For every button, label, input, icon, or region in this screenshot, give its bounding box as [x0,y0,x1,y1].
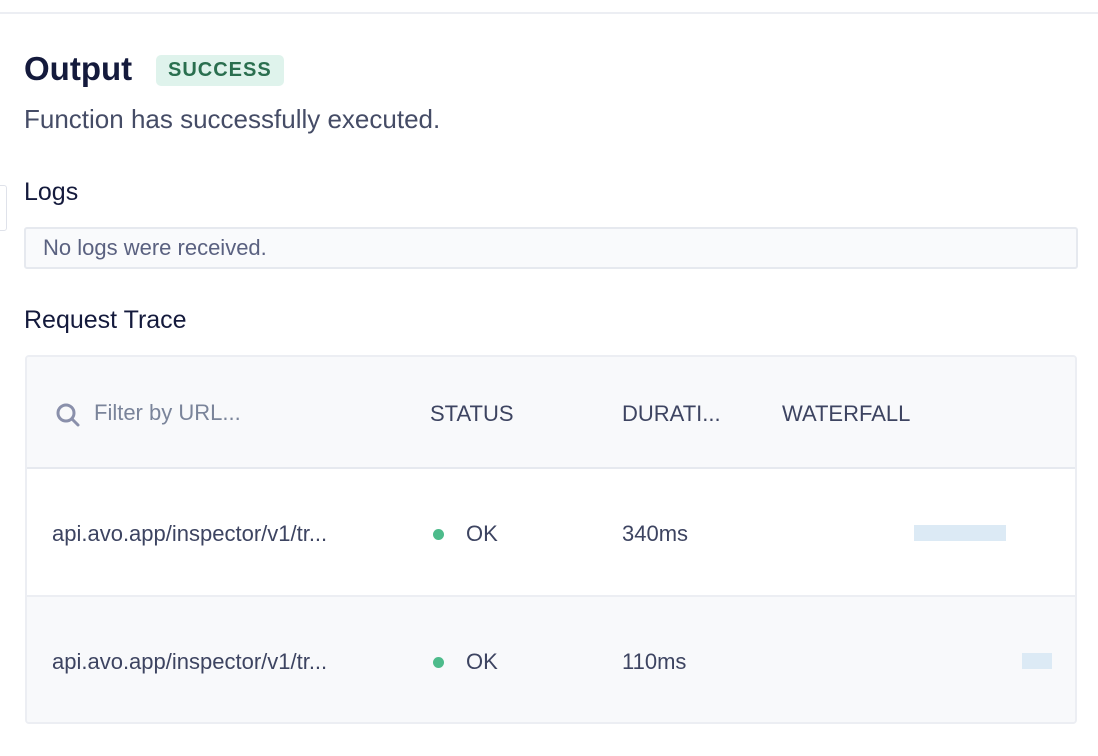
side-panel-edge [0,185,7,231]
output-title: Output [24,50,133,87]
logs-box: No logs were received. [24,227,1078,269]
request-url: api.avo.app/inspector/v1/tr... [52,521,328,546]
table-row[interactable]: api.avo.app/inspector/v1/tr... OK 110ms [27,597,1075,722]
table-row[interactable]: api.avo.app/inspector/v1/tr... OK 340ms [27,469,1075,597]
logs-title: Logs [24,178,79,206]
filter-url-input[interactable] [94,400,394,426]
waterfall-bar [1022,653,1052,669]
request-duration: 340ms [622,521,689,546]
request-trace-table: STATUS DURATI... WATERFALL api.avo.app/i… [25,355,1077,724]
column-duration[interactable]: DURATI... [622,401,721,426]
request-url: api.avo.app/inspector/v1/tr... [52,649,328,674]
output-message: Function has successfully executed. [24,104,441,134]
table-header: STATUS DURATI... WATERFALL [27,357,1075,469]
waterfall-bar [914,525,1006,541]
column-waterfall[interactable]: WATERFALL [782,401,911,426]
top-divider [0,12,1098,14]
status-badge: SUCCESS [156,55,284,86]
status-ok-dot-icon [433,657,444,668]
search-icon [56,403,80,427]
request-status: OK [466,521,498,546]
request-trace-title: Request Trace [24,306,187,334]
request-status: OK [466,649,498,674]
status-ok-dot-icon [433,529,444,540]
column-status[interactable]: STATUS [430,401,514,426]
request-duration: 110ms [622,649,687,674]
